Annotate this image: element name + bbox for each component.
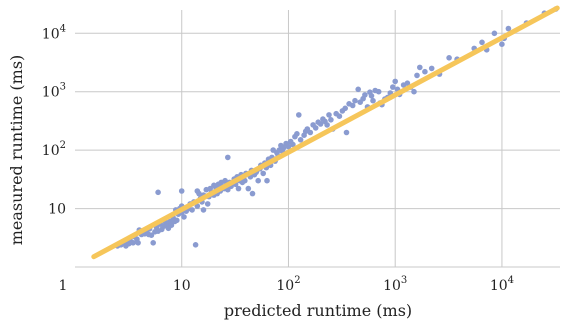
data-point [392, 78, 399, 85]
data-point [155, 189, 161, 196]
data-point [446, 55, 452, 61]
x-axis-label: predicted runtime (ms) [224, 301, 412, 320]
data-point [296, 112, 302, 118]
data-point [260, 170, 267, 177]
x-tick-label: 102 [276, 275, 300, 294]
data-point [200, 207, 207, 213]
data-point [280, 144, 287, 151]
data-point [349, 102, 356, 109]
data-point [290, 141, 296, 148]
data-point [192, 242, 199, 248]
data-point [264, 177, 270, 184]
x-tick-label: 1 [59, 278, 68, 294]
x-tick-exponent: 3 [401, 275, 407, 286]
x-tick-exponent: 4 [508, 275, 514, 286]
data-point [204, 201, 211, 207]
data-point [390, 84, 396, 90]
data-point [307, 129, 314, 136]
data-point [428, 65, 435, 72]
data-point [148, 232, 155, 238]
data-point [491, 30, 498, 37]
data-point [135, 240, 141, 246]
data-point [324, 122, 330, 128]
y-tick-exponent: 3 [60, 82, 66, 93]
data-point [181, 214, 187, 220]
x-tick-exponent: 2 [294, 275, 300, 286]
y-tick-labels: 10 102 103 104 [42, 23, 66, 217]
data-point [342, 105, 349, 112]
y-tick-label: 103 [42, 82, 66, 101]
data-point [168, 222, 175, 228]
data-point [326, 112, 332, 118]
x-tick-labels: 1 10 102 103 104 [59, 275, 514, 294]
data-point [285, 143, 292, 150]
data-point [352, 97, 358, 104]
data-point [150, 240, 156, 246]
data-point [362, 92, 368, 98]
data-point [375, 88, 382, 95]
data-point [317, 121, 324, 127]
data-point [245, 185, 252, 192]
fit-line [91, 5, 560, 260]
data-point [336, 113, 343, 119]
x-tick-label: 10 [173, 278, 191, 294]
data-point [178, 188, 185, 194]
data-point [130, 240, 136, 246]
y-tick-label: 102 [42, 140, 66, 159]
data-point [417, 64, 423, 71]
y-tick-exponent: 4 [60, 23, 66, 34]
data-point [294, 131, 300, 137]
data-point [297, 137, 304, 143]
data-point [242, 177, 248, 184]
x-tick-label: 103 [383, 275, 407, 294]
data-point [189, 207, 195, 213]
data-point [414, 72, 420, 79]
data-point [196, 190, 202, 197]
data-point [368, 93, 375, 99]
grid-lines [75, 10, 560, 267]
data-point [343, 129, 350, 136]
data-point [255, 177, 261, 184]
data-point [174, 217, 180, 224]
data-point [222, 177, 228, 184]
y-tick-exponent: 2 [60, 140, 66, 151]
data-point [355, 86, 362, 93]
data-point [505, 25, 512, 32]
data-point [370, 97, 376, 104]
data-point [249, 190, 256, 197]
data-point [499, 41, 505, 47]
data-point [312, 125, 319, 131]
y-tick-label: 10 [48, 202, 66, 218]
y-tick-label: 104 [42, 23, 66, 42]
data-point [328, 117, 334, 123]
y-axis-label: measured runtime (ms) [7, 55, 26, 246]
data-point [411, 88, 417, 95]
data-point [404, 80, 411, 86]
data-point [479, 39, 485, 46]
data-point [235, 185, 242, 192]
data-point [422, 68, 428, 75]
data-point [225, 154, 231, 161]
x-tick-label: 104 [490, 275, 514, 294]
